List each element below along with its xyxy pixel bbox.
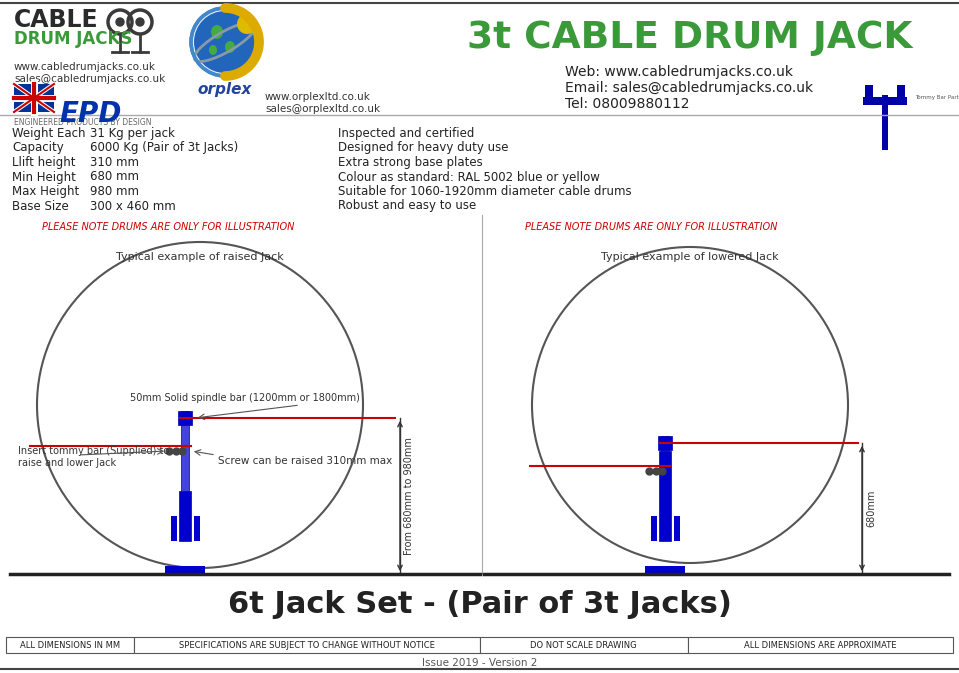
Text: PLEASE NOTE DRUMS ARE ONLY FOR ILLUSTRATION: PLEASE NOTE DRUMS ARE ONLY FOR ILLUSTRAT… (42, 222, 294, 232)
Bar (658, 436, 672, 450)
Text: Tommy Bar Part 101-1.1: Tommy Bar Part 101-1.1 (915, 95, 959, 100)
Bar (480, 637, 688, 653)
Text: 6t Jack Set - (Pair of 3t Jacks): 6t Jack Set - (Pair of 3t Jacks) (227, 590, 732, 619)
Bar (688, 637, 953, 653)
Bar (661, 436, 669, 451)
Bar (897, 85, 905, 100)
Text: Typical example of lowered Jack: Typical example of lowered Jack (601, 252, 779, 262)
Text: Issue 2019 - Version 2: Issue 2019 - Version 2 (422, 658, 537, 668)
Text: EPD: EPD (59, 100, 122, 128)
Text: 980 mm: 980 mm (90, 185, 139, 198)
Text: Insert tommy bar (Supplied) to
raise and lower Jack: Insert tommy bar (Supplied) to raise and… (18, 446, 169, 468)
Text: sales@cabledrumjacks.co.uk: sales@cabledrumjacks.co.uk (14, 74, 165, 84)
Text: orplex: orplex (198, 82, 252, 97)
Text: Suitable for 1060-1920mm diameter cable drums: Suitable for 1060-1920mm diameter cable … (338, 185, 632, 198)
Text: www.orplexltd.co.uk: www.orplexltd.co.uk (265, 92, 371, 102)
Circle shape (191, 8, 259, 76)
Circle shape (136, 18, 144, 26)
Text: Weight Each: Weight Each (12, 127, 85, 140)
Text: ENGINEERED PRODUCTS BY DESIGN: ENGINEERED PRODUCTS BY DESIGN (14, 118, 152, 127)
Text: 680 mm: 680 mm (90, 170, 139, 184)
Text: Colour as standard: RAL 5002 blue or yellow: Colour as standard: RAL 5002 blue or yel… (338, 170, 600, 184)
Bar (865, 85, 873, 100)
Text: Min Height: Min Height (12, 170, 76, 184)
Bar (165, 566, 205, 574)
Bar (6, 637, 134, 653)
Text: SPECIFICATIONS ARE SUBJECT TO CHANGE WITHOUT NOTICE: SPECIFICATIONS ARE SUBJECT TO CHANGE WIT… (178, 641, 434, 649)
Text: Extra strong base plates: Extra strong base plates (338, 156, 482, 169)
Text: ALL DIMENSIONS ARE APPROXIMATE: ALL DIMENSIONS ARE APPROXIMATE (744, 641, 897, 649)
Bar (863, 97, 907, 105)
Text: 6000 Kg (Pair of 3t Jacks): 6000 Kg (Pair of 3t Jacks) (90, 141, 238, 155)
Text: Designed for heavy duty use: Designed for heavy duty use (338, 141, 508, 155)
Circle shape (194, 11, 256, 73)
Text: Llift height: Llift height (12, 156, 76, 169)
Bar (651, 516, 657, 541)
Text: 3t CABLE DRUM JACK: 3t CABLE DRUM JACK (467, 20, 913, 56)
Bar (178, 411, 192, 425)
Text: Email: sales@cabledrumjacks.co.uk: Email: sales@cabledrumjacks.co.uk (565, 81, 813, 95)
Text: Tel: 08009880112: Tel: 08009880112 (565, 97, 690, 111)
Text: DRUM JACKS: DRUM JACKS (14, 30, 132, 48)
Text: PLEASE NOTE DRUMS ARE ONLY FOR ILLUSTRATION: PLEASE NOTE DRUMS ARE ONLY FOR ILLUSTRAT… (525, 222, 778, 232)
Bar (134, 637, 480, 653)
Text: CABLE: CABLE (14, 8, 99, 32)
Text: ALL DIMENSIONS IN MM: ALL DIMENSIONS IN MM (20, 641, 120, 649)
Text: www.cabledrumjacks.co.uk: www.cabledrumjacks.co.uk (14, 62, 156, 72)
Bar (179, 491, 191, 541)
Text: Robust and easy to use: Robust and easy to use (338, 199, 477, 213)
Bar (882, 95, 888, 150)
Text: 300 x 460 mm: 300 x 460 mm (90, 199, 175, 213)
Circle shape (237, 14, 257, 34)
Text: Screw can be raised 310mm max: Screw can be raised 310mm max (218, 456, 392, 466)
Text: 310 mm: 310 mm (90, 156, 139, 169)
Bar (674, 516, 680, 541)
Text: Typical example of raised Jack: Typical example of raised Jack (116, 252, 284, 262)
Text: From 680mm to 980mm: From 680mm to 980mm (404, 437, 414, 555)
Ellipse shape (209, 45, 217, 55)
Text: DO NOT SCALE DRAWING: DO NOT SCALE DRAWING (530, 641, 637, 649)
Bar (194, 516, 200, 541)
Bar (14, 84, 54, 112)
Bar (659, 451, 671, 541)
Bar (171, 516, 177, 541)
Text: 31 Kg per jack: 31 Kg per jack (90, 127, 175, 140)
Text: Web: www.cabledrumjacks.co.uk: Web: www.cabledrumjacks.co.uk (565, 65, 793, 79)
Text: Capacity: Capacity (12, 141, 63, 155)
Text: sales@orplexltd.co.uk: sales@orplexltd.co.uk (265, 104, 380, 114)
Text: Max Height: Max Height (12, 185, 80, 198)
Text: 680mm: 680mm (866, 490, 876, 527)
Text: Base Size: Base Size (12, 199, 69, 213)
Ellipse shape (225, 41, 235, 53)
Text: Inspected and certified: Inspected and certified (338, 127, 475, 140)
Bar (645, 566, 685, 574)
Circle shape (116, 18, 124, 26)
Ellipse shape (211, 25, 223, 39)
Text: 50mm Solid spindle bar (1200mm or 1800mm): 50mm Solid spindle bar (1200mm or 1800mm… (130, 393, 360, 403)
Bar (181, 411, 189, 491)
